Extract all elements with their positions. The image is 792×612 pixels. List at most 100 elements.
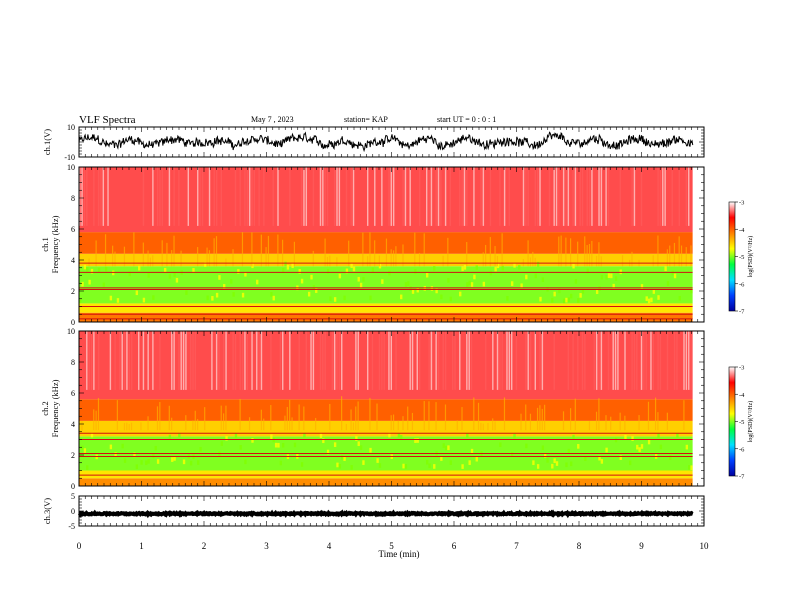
spectrogram-spike: [586, 245, 588, 267]
spectrogram-streak: [128, 331, 130, 390]
spectrogram-streak: [525, 167, 527, 226]
spectrogram-streak: [86, 167, 88, 226]
spectrogram-spike: [293, 241, 295, 267]
spectrogram-spike: [215, 236, 218, 267]
spectrogram-speck: [350, 465, 353, 470]
spectrogram-speck: [466, 282, 469, 287]
spectrogram-spike: [147, 250, 149, 267]
spectrogram-spike: [496, 256, 499, 267]
spectrogram-streak: [86, 331, 88, 390]
spectrogram-speck: [232, 292, 235, 297]
spectrogram-streak: [598, 167, 600, 226]
spectrogram-spike: [241, 232, 244, 267]
spectrogram-spike: [93, 409, 95, 431]
spectrogram-streak: [418, 331, 421, 390]
spectrogram-streak: [666, 331, 669, 390]
spectrogram-speck: [565, 462, 568, 468]
spectrogram-streak: [612, 331, 614, 390]
spectrogram-speck: [350, 263, 353, 268]
spectrogram-speck: [388, 270, 391, 276]
spectrogram-speck: [442, 443, 445, 448]
spectrogram-streak: [152, 167, 154, 226]
spectrogram-speck: [90, 268, 94, 274]
spectrogram-streak: [485, 331, 487, 390]
colorbar-tick-label: -7: [739, 474, 745, 481]
y-axis-label-frequency: Frequency (kHz): [50, 379, 60, 437]
spectrogram-streak: [652, 331, 655, 390]
y-tick-label: 10: [67, 123, 75, 132]
spectrogram-streak: [508, 167, 511, 226]
colorbar-tick-label: -4: [739, 227, 745, 234]
spectrogram-streak: [645, 331, 647, 390]
spectrogram-spike: [683, 400, 685, 431]
station-label: station= KAP: [344, 115, 388, 124]
spectrogram-speck: [598, 286, 601, 291]
spectrogram-streak: [381, 167, 383, 226]
spectrogram-cells: [79, 331, 693, 486]
spectrogram-spike: [140, 422, 142, 431]
spectrogram-speck: [123, 458, 127, 463]
spectrogram-spike: [378, 255, 380, 267]
spectrogram-streak: [527, 167, 529, 226]
spectrogram-spike: [619, 412, 621, 431]
spectrogram-spike: [466, 242, 468, 267]
y-tick-label: 2: [71, 451, 75, 460]
spectrogram-streak: [324, 331, 326, 390]
spectrogram-speck: [525, 274, 528, 280]
spectrogram-speck: [666, 281, 670, 286]
spectrogram-streak: [341, 331, 343, 390]
spectrogram-streak: [97, 167, 100, 226]
spectrogram-spike: [595, 411, 598, 431]
spectrogram-streak: [558, 167, 560, 226]
spectrogram-spike: [690, 245, 692, 267]
y-tick-label: -10: [64, 153, 75, 162]
spectrogram-spike: [494, 421, 496, 431]
spectrogram-speck: [175, 277, 179, 283]
spectrogram-speck: [411, 289, 415, 294]
spectrogram-spike: [88, 258, 90, 267]
spectrogram-spike: [435, 402, 437, 431]
spectrogram-spike: [503, 397, 506, 431]
spectrogram-spike: [574, 398, 576, 431]
spectrogram-streak: [440, 167, 442, 226]
spectrogram-streak: [246, 167, 249, 226]
spectrogram-streak: [499, 167, 501, 226]
y-tick-label: 4: [71, 420, 75, 429]
spectrogram-spike: [477, 402, 480, 431]
spectrogram-streak: [83, 167, 86, 226]
spectrogram-spike: [251, 232, 253, 267]
spectrogram-speck: [343, 456, 346, 461]
spectrogram-streak: [409, 167, 411, 226]
spectrogram-speck: [270, 291, 273, 297]
no-data-region: [692, 331, 704, 486]
spectrogram-speck: [109, 295, 113, 301]
spectrogram-streak: [428, 331, 430, 390]
spectrogram-speck: [669, 455, 672, 460]
spectrogram-speck: [142, 297, 146, 303]
spectrogram-spike: [392, 414, 395, 431]
spectrogram-streak: [222, 331, 225, 390]
spectrogram-spike: [239, 398, 241, 431]
spectrogram-speck: [513, 433, 516, 439]
spectrogram-speck: [81, 445, 84, 451]
spectrogram-streak: [501, 331, 503, 390]
spectrogram-spike: [485, 244, 487, 267]
spectrogram-spike: [423, 401, 425, 431]
ch3-waveform-trace: [77, 509, 694, 519]
spectrogram-streak: [374, 167, 376, 226]
spectrogram-streak: [121, 331, 123, 390]
x-tick-label: 6: [452, 541, 457, 551]
spectrogram-speck: [570, 293, 573, 299]
spectrogram-streak: [553, 167, 555, 226]
spectrogram-spike: [678, 236, 680, 267]
spectrogram-spike: [194, 410, 196, 431]
spectrogram-speck: [355, 436, 358, 441]
spectrogram-speck: [222, 284, 226, 289]
spectrogram-spike: [133, 232, 135, 267]
spectrogram-speck: [636, 444, 639, 450]
x-tick-label: 4: [327, 541, 332, 551]
spectrogram-streak: [194, 331, 197, 390]
spectrogram-streak: [581, 331, 584, 390]
spectrogram-streak: [607, 167, 610, 226]
spectrogram-speck: [525, 443, 528, 449]
